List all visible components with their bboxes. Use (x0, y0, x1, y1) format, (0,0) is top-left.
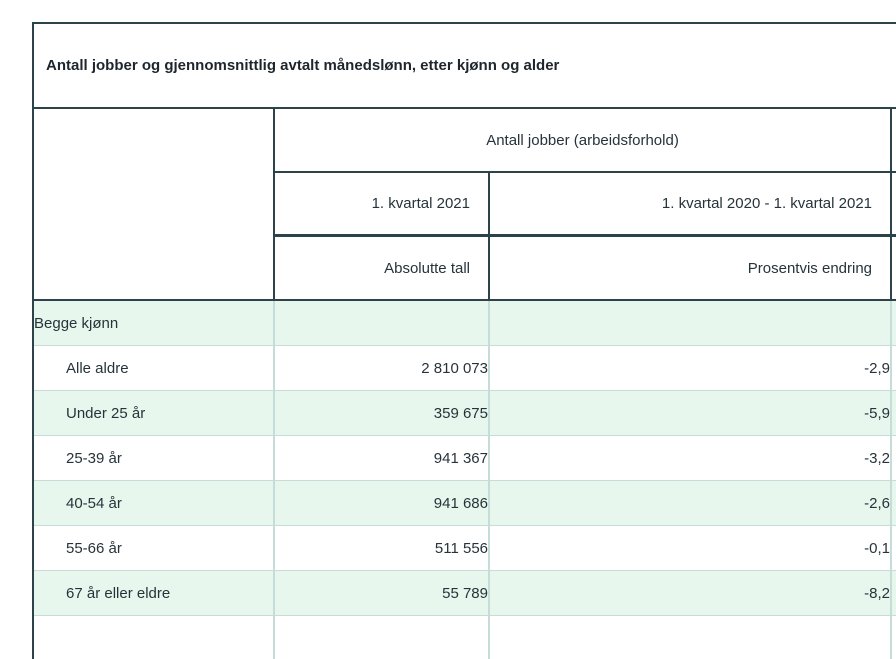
table-row-group: Begge kjønn (33, 300, 896, 346)
column-group-header: Antall jobber (arbeidsforhold) (274, 109, 893, 173)
row-label: Alle aldre (33, 345, 274, 391)
cell-absolute (273, 300, 489, 346)
row-label: 67 år eller eldre (33, 570, 274, 616)
offscreen-cell (890, 525, 896, 571)
table-row: Alle aldre 2 810 073 -2,9 (33, 345, 896, 391)
cell-absolute: 511 556 (273, 525, 489, 571)
cell-absolute (273, 615, 489, 659)
row-label: 55-66 år (33, 525, 274, 571)
cell-absolute: 2 810 073 (273, 345, 489, 391)
table-row: Under 25 år 359 675 -5,9 (33, 390, 896, 436)
cell-percent: -2,9 (487, 345, 892, 391)
cell-absolute: 55 789 (273, 570, 489, 616)
table-title: Antall jobber og gjennomsnittlig avtalt … (32, 22, 896, 109)
offscreen-cell (890, 435, 896, 481)
cell-percent: -3,2 (487, 435, 892, 481)
table-container: Antall jobber og gjennomsnittlig avtalt … (32, 22, 896, 659)
cell-absolute: 941 686 (273, 480, 489, 526)
row-label: 40-54 år (33, 480, 274, 526)
offscreen-cell (890, 300, 896, 346)
cell-percent: -2,6 (487, 480, 892, 526)
results-table: Antall jobber (arbeidsforhold) 1. kvarta… (32, 109, 896, 659)
offscreen-cell (890, 345, 896, 391)
table-row: 67 år eller eldre 55 789 -8,2 (33, 570, 896, 616)
offscreen-cell (890, 390, 896, 436)
cell-percent (487, 615, 892, 659)
row-label: Begge kjønn (33, 300, 274, 346)
row-label: 25-39 år (33, 435, 274, 481)
period-header-change: 1. kvartal 2020 - 1. kvartal 2021 (489, 172, 893, 237)
table-row: 55-66 år 511 556 -0,1 (33, 525, 896, 571)
cell-absolute: 359 675 (273, 390, 489, 436)
table-row: 40-54 år 941 686 -2,6 (33, 480, 896, 526)
row-label (33, 615, 274, 659)
cell-percent: -8,2 (487, 570, 892, 616)
offscreen-cell (890, 480, 896, 526)
cell-percent: -0,1 (487, 525, 892, 571)
period-header-row: 1. kvartal 2021 1. kvartal 2020 - 1. kva… (33, 172, 896, 237)
cell-absolute: 941 367 (273, 435, 489, 481)
offscreen-column-spacer (891, 235, 896, 301)
table-row-empty (33, 615, 896, 659)
offscreen-column-spacer (891, 109, 896, 173)
measure-header-absolute: Absolutte tall (274, 235, 490, 301)
column-group-row: Antall jobber (arbeidsforhold) (33, 109, 896, 301)
cell-percent: -5,9 (487, 390, 892, 436)
stub-header-cell (33, 109, 275, 301)
period-header-q1-2021: 1. kvartal 2021 (274, 172, 490, 237)
offscreen-cell (890, 570, 896, 616)
offscreen-column-spacer (891, 172, 896, 237)
measure-header-percent: Prosentvis endring (489, 235, 893, 301)
measure-header-row: Absolutte tall Prosentvis endring (33, 235, 896, 301)
table-row: 25-39 år 941 367 -3,2 (33, 435, 896, 481)
row-label: Under 25 år (33, 390, 274, 436)
offscreen-cell (890, 615, 896, 659)
cell-percent (487, 300, 892, 346)
